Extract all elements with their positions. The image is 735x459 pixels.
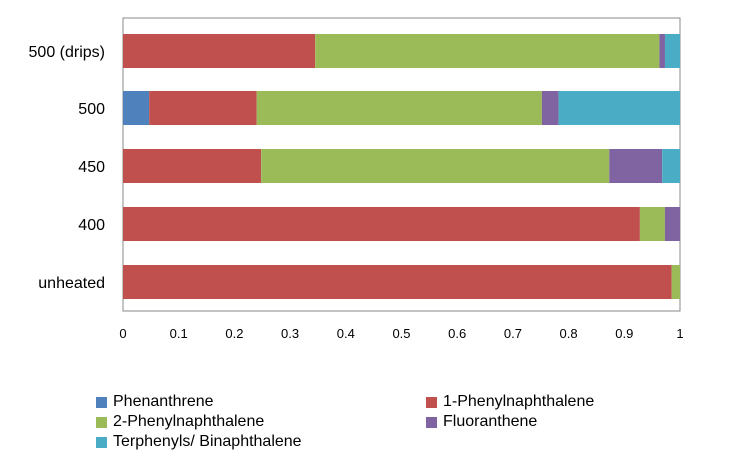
x-tick-label: 0 [119, 326, 126, 341]
bar-segment [541, 91, 559, 125]
category-label: 500 (drips) [29, 44, 105, 61]
legend-item: Phenanthrene [96, 392, 426, 412]
bar-segment [261, 149, 610, 183]
bar-segment [123, 91, 150, 125]
legend-swatch [96, 396, 107, 408]
x-tick-label: 0.4 [337, 326, 355, 341]
bar-segment [558, 91, 680, 125]
bars [123, 34, 680, 299]
legend-item: Fluoranthene [426, 412, 716, 432]
bar-segment [256, 91, 542, 125]
legend-swatch [96, 416, 107, 428]
category-label: 450 [78, 159, 105, 176]
x-tick-label: 0.2 [225, 326, 243, 341]
category-label: unheated [38, 275, 105, 292]
x-axis-ticks: 0 0.1 0.2 0.3 0.4 0.5 0.6 0.7 0.8 0.9 1 [119, 326, 683, 341]
category-labels: 500 (drips) 500 450 400 unheated [29, 44, 106, 292]
legend-label: Phenanthrene [113, 393, 214, 410]
bar-segment [662, 149, 680, 183]
bar-segment [123, 149, 262, 183]
x-tick-label: 0.9 [615, 326, 633, 341]
bar-segment [659, 34, 665, 68]
x-tick-label: 0.6 [448, 326, 466, 341]
x-tick-label: 0.5 [392, 326, 410, 341]
bar-segment [639, 207, 665, 241]
bar-segment [315, 34, 660, 68]
bar-segment [123, 265, 672, 299]
legend-swatch [96, 436, 107, 448]
legend-item: Terphenyls/ Binaphthalene [96, 432, 426, 452]
legend-swatch [426, 396, 437, 408]
bar-segment [609, 149, 663, 183]
x-tick-label: 0.1 [170, 326, 188, 341]
bar-segment [664, 207, 680, 241]
bar-segment [123, 207, 640, 241]
bar-segment [671, 265, 680, 299]
legend-label: 2-Phenylnaphthalene [113, 413, 265, 430]
bar-segment [123, 34, 316, 68]
legend-label: Fluoranthene [443, 413, 538, 430]
x-tick-label: 1 [676, 326, 683, 341]
category-label: 500 [78, 101, 105, 118]
legend-label: 1-Phenylnaphthalene [443, 393, 595, 410]
x-tick-label: 0.3 [281, 326, 299, 341]
legend-item: 2-Phenylnaphthalene [96, 412, 426, 432]
x-tick-label: 0.8 [560, 326, 578, 341]
category-label: 400 [78, 217, 105, 234]
x-tick-label: 0.7 [504, 326, 522, 341]
legend-label: Terphenyls/ Binaphthalene [113, 433, 302, 450]
bar-segment [149, 91, 257, 125]
legend: Phenanthrene 1-Phenylnaphthalene 2-Phenyln… [96, 392, 716, 452]
legend-item: 1-Phenylnaphthalene [426, 392, 716, 412]
bar-segment [664, 34, 680, 68]
legend-swatch [426, 416, 437, 428]
